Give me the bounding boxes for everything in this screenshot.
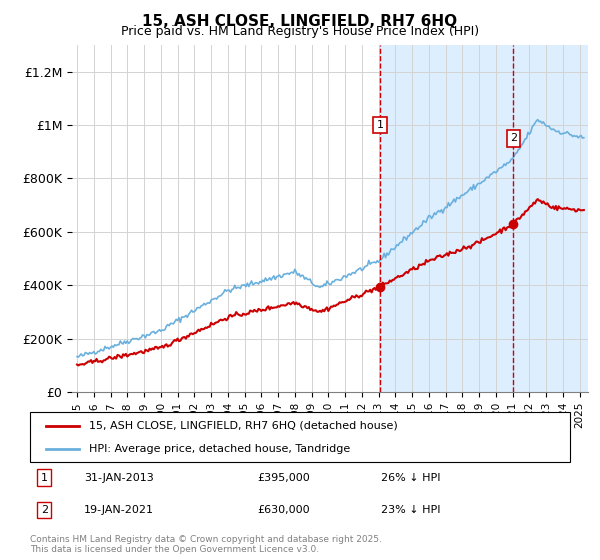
Text: HPI: Average price, detached house, Tandridge: HPI: Average price, detached house, Tand… [89,445,350,454]
FancyBboxPatch shape [30,412,570,462]
Text: 15, ASH CLOSE, LINGFIELD, RH7 6HQ (detached house): 15, ASH CLOSE, LINGFIELD, RH7 6HQ (detac… [89,421,398,431]
Text: 1: 1 [41,473,48,483]
Bar [380,45,514,392]
Text: 15, ASH CLOSE, LINGFIELD, RH7 6HQ: 15, ASH CLOSE, LINGFIELD, RH7 6HQ [142,14,458,29]
Text: Contains HM Land Registry data © Crown copyright and database right 2025.
This d: Contains HM Land Registry data © Crown c… [30,535,382,554]
Text: 2: 2 [41,505,48,515]
Text: 31-JAN-2013: 31-JAN-2013 [84,473,154,483]
Text: £630,000: £630,000 [257,505,310,515]
Text: 1: 1 [376,120,383,130]
Text: 23% ↓ HPI: 23% ↓ HPI [381,505,440,515]
Bar [514,45,588,392]
Text: Price paid vs. HM Land Registry's House Price Index (HPI): Price paid vs. HM Land Registry's House … [121,25,479,38]
Text: 26% ↓ HPI: 26% ↓ HPI [381,473,440,483]
Text: 2: 2 [510,133,517,143]
Text: 19-JAN-2021: 19-JAN-2021 [84,505,154,515]
Text: £395,000: £395,000 [257,473,310,483]
